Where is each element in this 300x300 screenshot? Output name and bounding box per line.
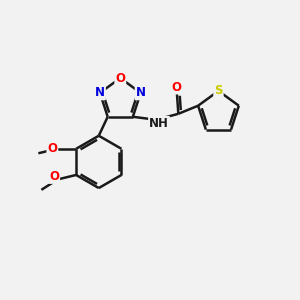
Text: NH: NH: [149, 117, 169, 130]
Text: N: N: [95, 86, 105, 99]
Text: O: O: [172, 81, 182, 94]
Text: O: O: [115, 72, 125, 85]
Text: O: O: [47, 142, 57, 155]
Text: S: S: [214, 84, 223, 98]
Text: N: N: [136, 86, 146, 99]
Text: O: O: [49, 170, 59, 183]
